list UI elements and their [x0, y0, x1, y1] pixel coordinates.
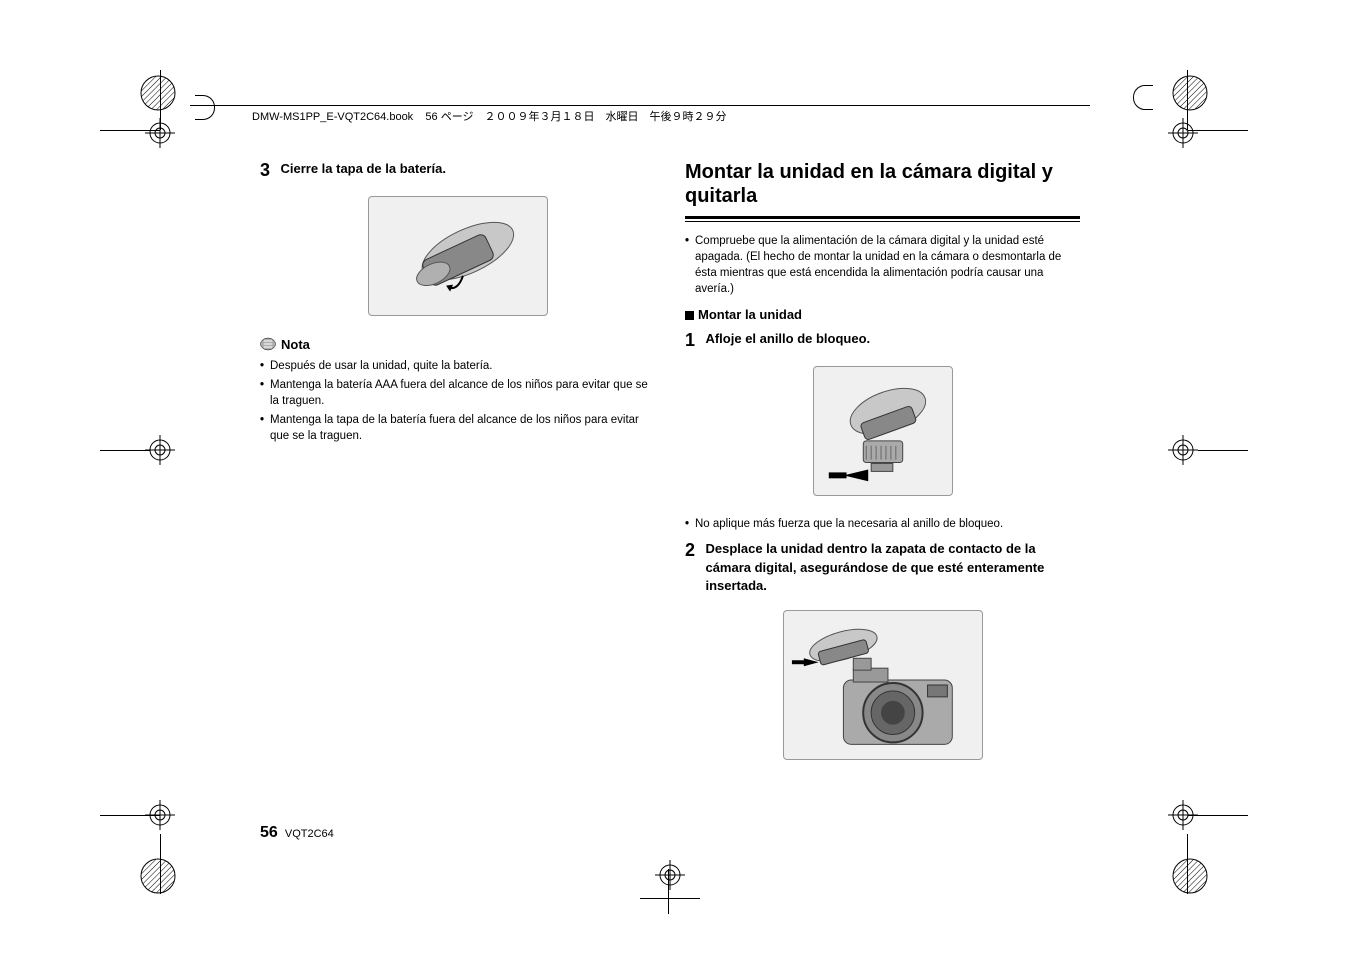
- crop-line: [1187, 834, 1188, 894]
- step-2-number: 2: [685, 540, 695, 561]
- crop-line: [1188, 815, 1248, 816]
- step-2: 2 Desplace la unidad dentro la zapata de…: [685, 540, 1080, 595]
- title-rule: [685, 216, 1080, 219]
- crop-line: [1188, 130, 1248, 131]
- camera-mount-illustration: [783, 610, 983, 760]
- nota-bullet-1: Después de usar la unidad, quite la bate…: [260, 358, 655, 374]
- section-title: Montar la unidad en la cámara digital y …: [685, 160, 1080, 208]
- corner-pattern-bl: [140, 858, 176, 894]
- intro-bullet: Compruebe que la alimentación de la cáma…: [685, 233, 1080, 297]
- header-oval-right: [1133, 85, 1153, 110]
- reg-mark-mr1: [1168, 435, 1198, 465]
- subsection-label: Montar la unidad: [698, 307, 802, 322]
- page-content: 3 Cierre la tapa de la batería. Nota: [260, 100, 1080, 780]
- crop-line: [668, 869, 669, 914]
- nota-bullet-2: Mantenga la batería AAA fuera del alcanc…: [260, 377, 655, 409]
- crop-line: [100, 450, 150, 451]
- right-column: Montar la unidad en la cámara digital y …: [685, 160, 1080, 780]
- corner-pattern-tl: [140, 75, 176, 111]
- nota-bullet-3: Mantenga la tapa de la batería fuera del…: [260, 412, 655, 444]
- crop-line: [100, 130, 160, 131]
- step-1-text: Afloje el anillo de bloqueo.: [705, 330, 1065, 348]
- step-3: 3 Cierre la tapa de la batería.: [260, 160, 655, 181]
- step-1: 1 Afloje el anillo de bloqueo.: [685, 330, 1080, 351]
- nota-label: Nota: [281, 337, 310, 352]
- left-column: 3 Cierre la tapa de la batería. Nota: [260, 160, 655, 780]
- subsection-mount: Montar la unidad: [685, 307, 1080, 322]
- step-3-number: 3: [260, 160, 270, 181]
- corner-pattern-br: [1172, 858, 1208, 894]
- reg-mark-tr: [1168, 118, 1198, 148]
- header-oval-left: [195, 95, 215, 120]
- crop-line: [1198, 450, 1248, 451]
- step-1-number: 1: [685, 330, 695, 351]
- step-2-text: Desplace la unidad dentro la zapata de c…: [705, 540, 1065, 595]
- page-number: 56: [260, 824, 278, 841]
- crop-line: [1187, 70, 1188, 130]
- crop-line: [640, 898, 700, 899]
- step-3-text: Cierre la tapa de la batería.: [280, 160, 640, 178]
- nota-bullets: Después de usar la unidad, quite la bate…: [260, 358, 655, 444]
- crop-line: [160, 70, 161, 130]
- nota-header: Nota: [260, 336, 655, 352]
- nota-icon: [260, 336, 276, 352]
- step1-note-list: No aplique más fuerza que la necesaria a…: [685, 516, 1080, 532]
- intro-bullets: Compruebe que la alimentación de la cáma…: [685, 233, 1080, 297]
- page-footer: 56 VQT2C64: [260, 824, 334, 842]
- battery-cover-illustration: [368, 196, 548, 316]
- step1-note: No aplique más fuerza que la necesaria a…: [685, 516, 1080, 532]
- reg-mark-bc: [655, 860, 685, 890]
- crop-line: [160, 834, 161, 894]
- corner-pattern-tr: [1172, 75, 1208, 111]
- lock-ring-illustration: [813, 366, 953, 496]
- square-bullet-icon: [685, 311, 694, 320]
- doc-code: VQT2C64: [285, 828, 334, 840]
- crop-line: [100, 815, 160, 816]
